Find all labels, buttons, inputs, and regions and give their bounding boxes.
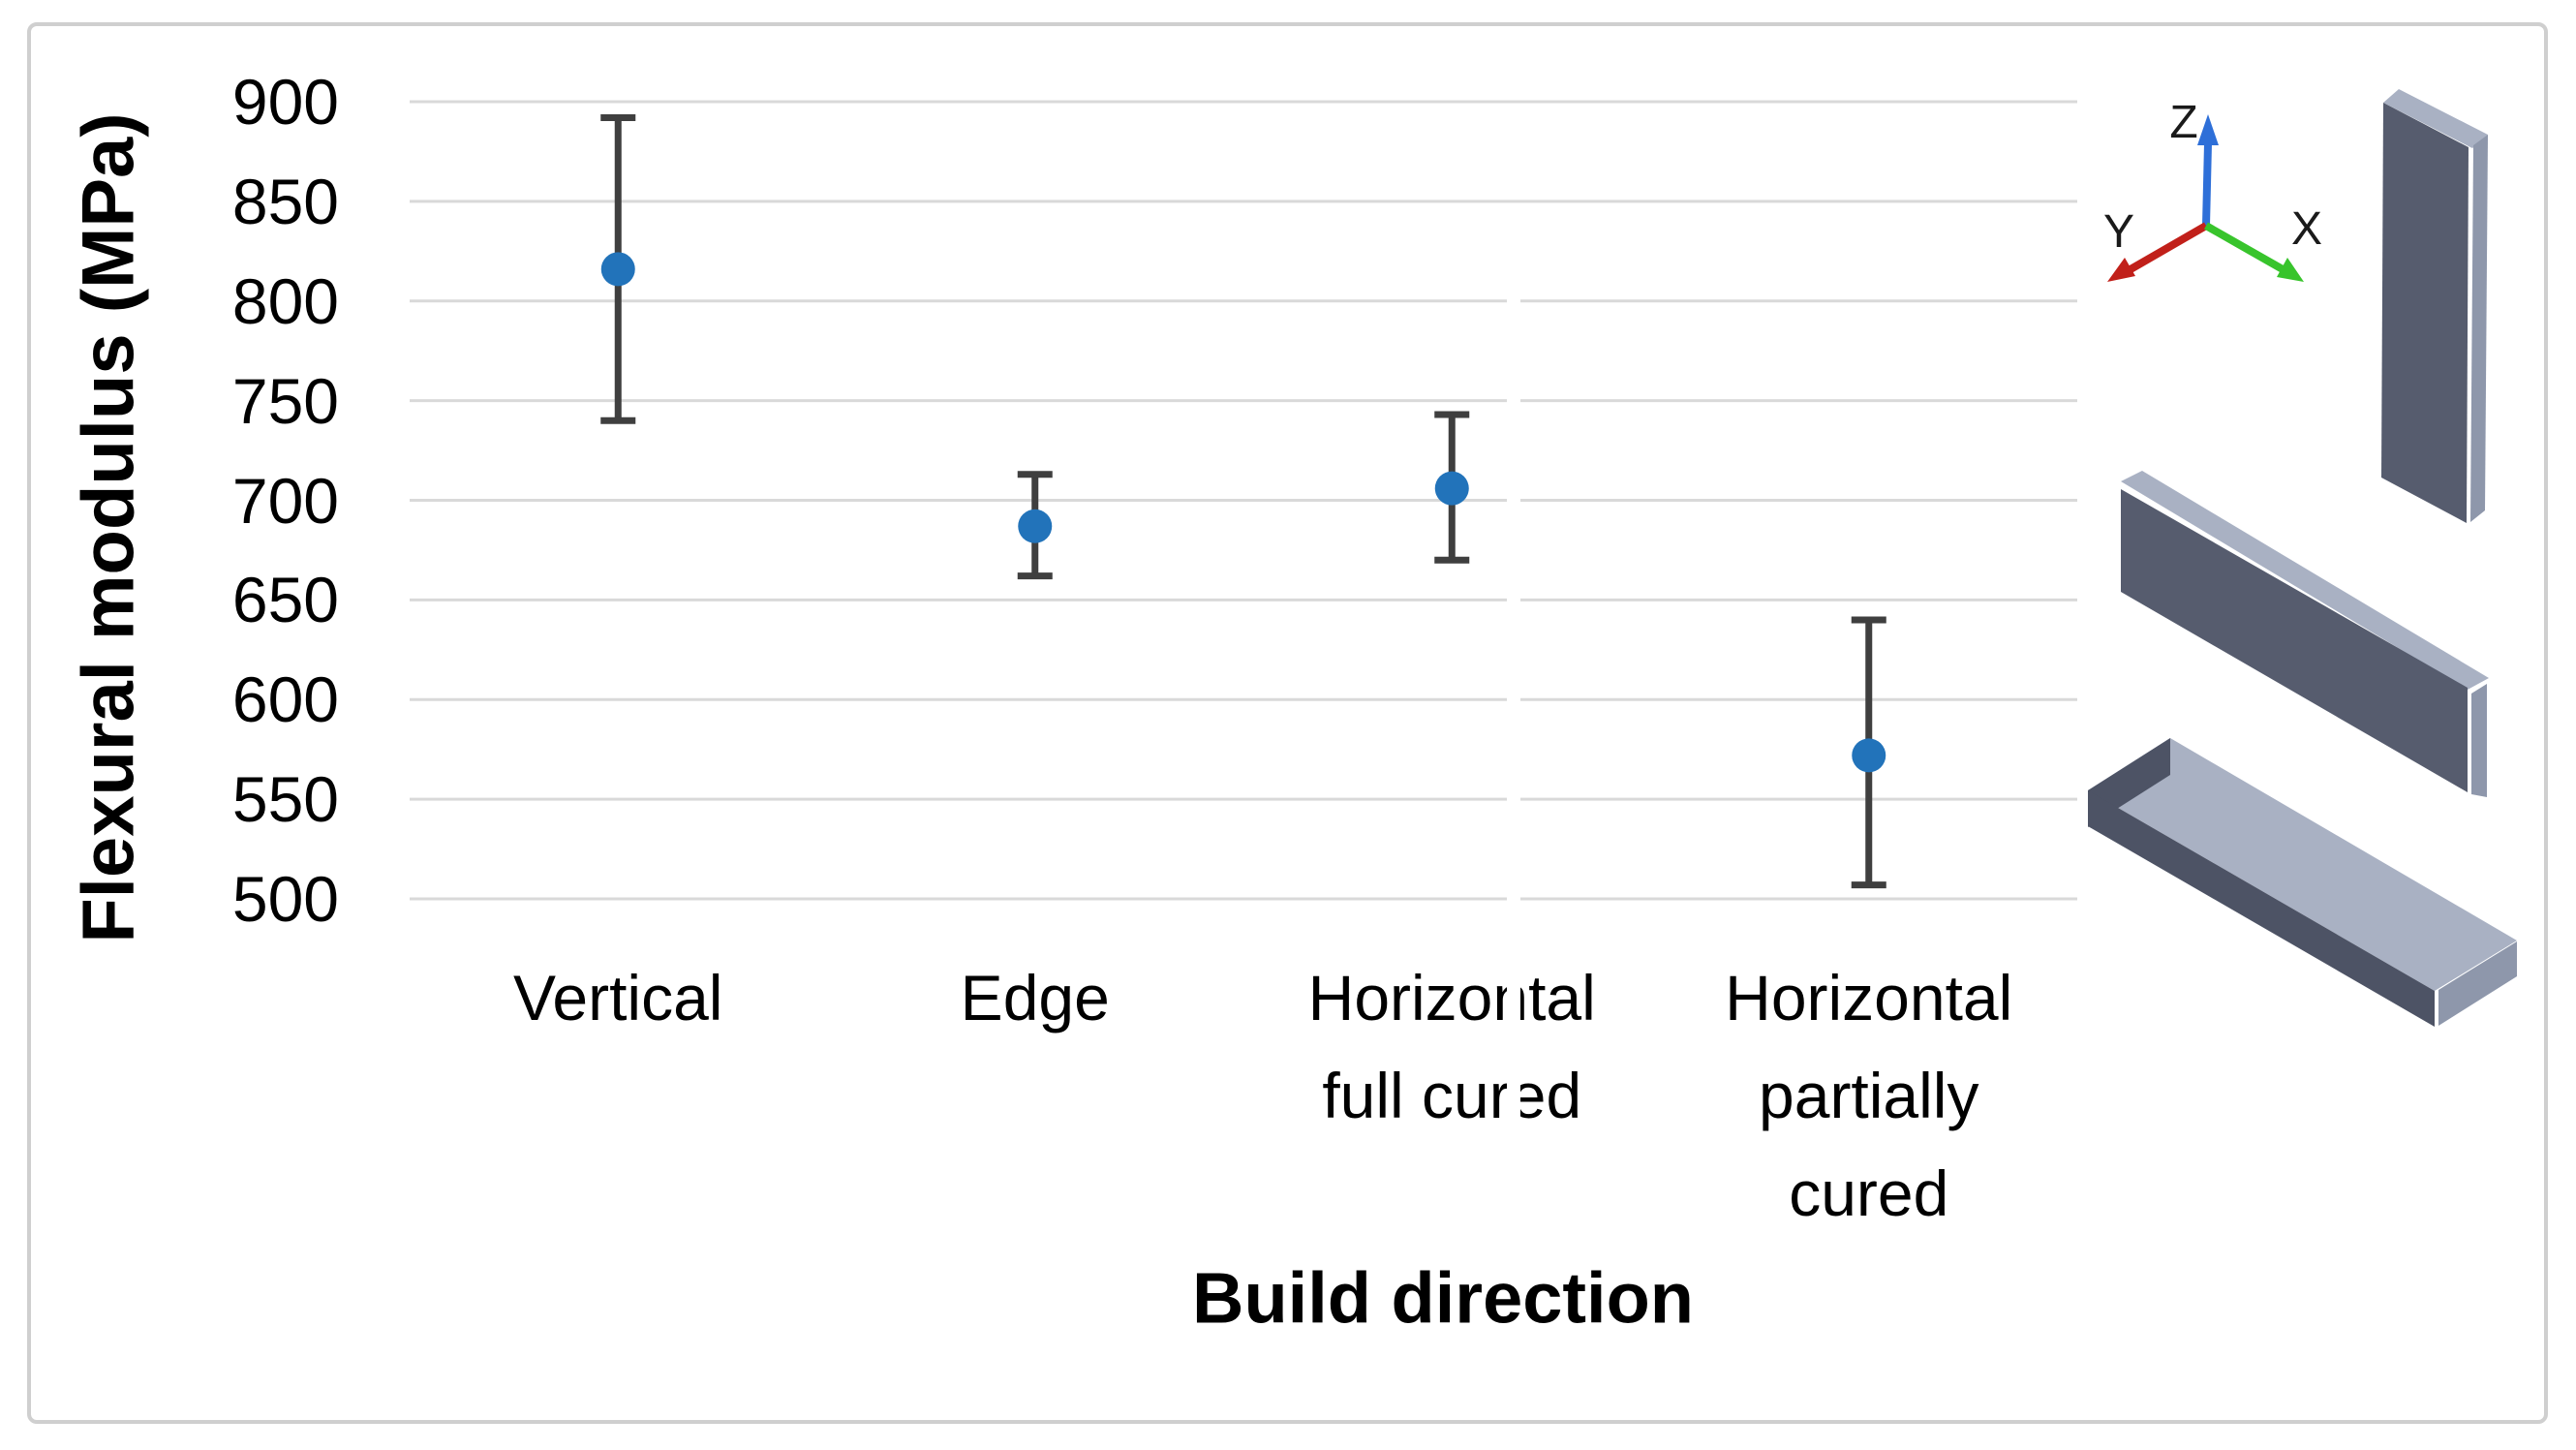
data-point-marker[interactable] [600, 252, 635, 287]
data-point-marker[interactable] [1434, 471, 1469, 506]
data-point-marker[interactable] [1852, 738, 1886, 773]
z-axis-arrowhead [2197, 114, 2219, 145]
z-axis-label: Z [2169, 97, 2197, 148]
y-axis-arrowhead [2107, 258, 2135, 282]
specimen-top-face [2121, 471, 2489, 690]
specimen-front-face [2088, 790, 2435, 1027]
horizontal-specimen-3d-icon [2088, 738, 2517, 1027]
y-tick-label: 700 [231, 464, 339, 537]
x-axis-arrowhead [2277, 258, 2304, 282]
specimen-side-face [2471, 684, 2487, 797]
chart-frame [27, 22, 2548, 1424]
specimen-side-face [2438, 941, 2517, 1026]
x-axis-label: X [2291, 203, 2322, 255]
vertical-specimen-3d-icon [2381, 89, 2488, 523]
y-tick-label: 500 [231, 863, 339, 935]
x-category-label: Vertical [513, 962, 723, 1034]
specimen-top-face [2088, 738, 2517, 991]
specimen-top-face [2383, 89, 2488, 148]
y-tick-label: 650 [231, 564, 339, 636]
y-tick-label: 800 [231, 264, 339, 337]
image-seam [1507, 242, 1520, 1148]
y-tick-label: 850 [231, 165, 339, 237]
y-tick-label: 900 [231, 66, 339, 138]
y-tick-label: 750 [231, 364, 339, 437]
y-tick-label: 550 [231, 763, 339, 836]
specimen-front-face [2121, 489, 2468, 792]
axis-triad-icon: Z Y X [2103, 97, 2322, 282]
x-category-label: Horizontal full cured [1307, 962, 1596, 1131]
x-axis-title: Build direction [1192, 1257, 1694, 1339]
x-category-label: Horizontal partially cured [1725, 962, 2013, 1229]
y-tick-label: 600 [231, 663, 339, 736]
edge-specimen-3d-icon [2121, 471, 2489, 797]
data-point-marker[interactable] [1018, 509, 1053, 543]
y-axis-arrow [2129, 222, 2208, 273]
specimen-front-face [2381, 103, 2469, 523]
specimen-side-face [2470, 135, 2488, 522]
x-axis-arrow [2204, 222, 2285, 273]
x-category-label: Edge [960, 962, 1110, 1034]
y-axis-label: Y [2103, 206, 2134, 258]
z-axis-arrow [2202, 142, 2212, 227]
